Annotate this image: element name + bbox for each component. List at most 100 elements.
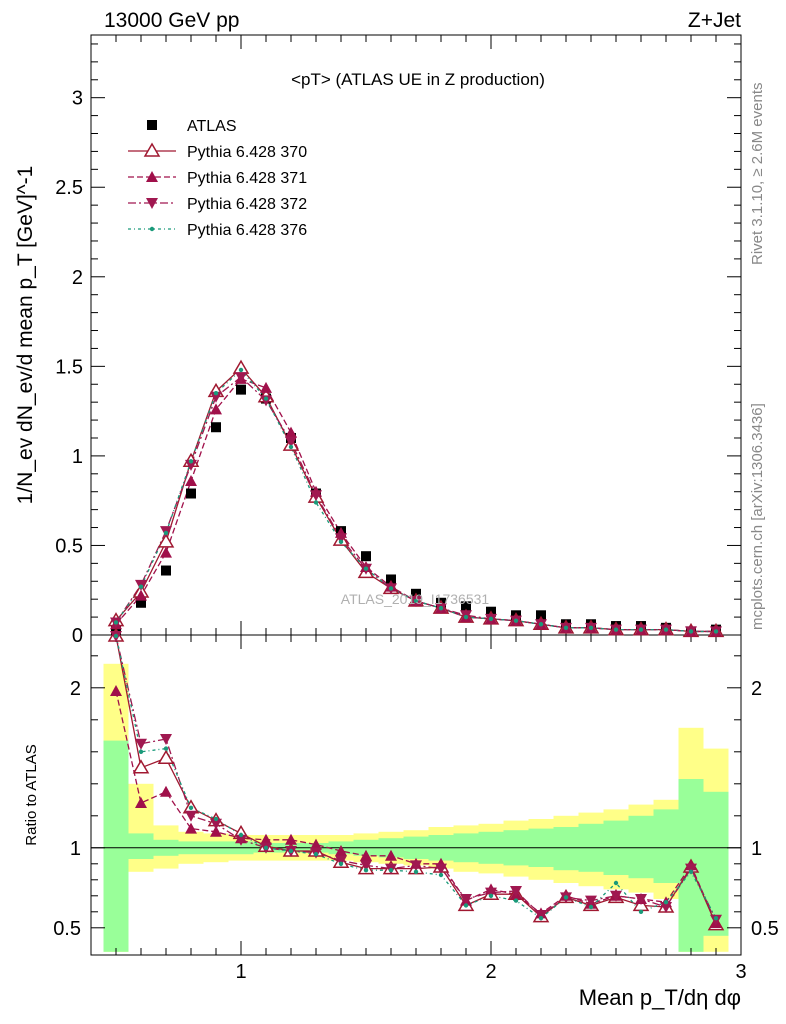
ratio-point <box>313 852 319 857</box>
ratio-point <box>238 832 244 838</box>
ratio-point <box>638 909 644 914</box>
main-point <box>388 586 394 591</box>
legend-marker <box>146 198 158 209</box>
ratio-point <box>688 869 694 874</box>
series-markers <box>107 359 725 931</box>
main-y-tick-label: 1 <box>72 446 83 468</box>
ratio-point <box>160 734 172 745</box>
main-point <box>335 533 347 545</box>
main-point <box>363 566 369 571</box>
ratio-point <box>713 916 719 921</box>
ratio-point <box>538 916 544 921</box>
ratio-point <box>485 887 497 899</box>
header-left: 13000 GeV pp <box>104 9 239 32</box>
side-rivet-label: Rivet 3.1.10, ≥ 2.6M events <box>749 83 766 266</box>
legend-marker <box>147 120 157 130</box>
main-point <box>211 422 221 433</box>
green-band-bin <box>103 740 129 952</box>
ratio-point <box>160 785 172 797</box>
x-tick-label: 1 <box>235 961 246 983</box>
legend-marker <box>146 171 158 182</box>
ratio-y-tick-label: 2 <box>70 678 81 700</box>
main-y-axis-label: 1/N_ev dN_ev/d mean p_T [GeV]^-1 <box>14 166 37 505</box>
main-point <box>136 597 146 608</box>
x-tick-label: 2 <box>485 961 496 983</box>
main-point <box>185 459 197 471</box>
main-point <box>238 367 244 373</box>
ratio-point <box>360 860 372 872</box>
main-point <box>538 622 544 627</box>
main-point <box>588 625 594 631</box>
main-point <box>310 490 322 502</box>
main-point <box>185 474 197 486</box>
ratio-point <box>110 685 122 696</box>
main-point <box>285 436 297 448</box>
main-point <box>260 381 272 393</box>
ratio-point <box>610 890 622 902</box>
green-band-bin <box>628 815 654 879</box>
ratio-y-tick-label-right: 1 <box>751 838 762 860</box>
ratio-point <box>513 898 519 903</box>
ratio-point <box>210 818 222 830</box>
ratio-point <box>135 738 147 750</box>
ratio-point <box>235 834 247 846</box>
ratio-point <box>185 810 197 822</box>
header-right: Z+Jet <box>688 9 741 32</box>
main-y-tick-label: 2.5 <box>55 177 83 199</box>
main-point <box>513 618 519 623</box>
main-point <box>138 584 144 589</box>
ratio-point <box>588 904 594 910</box>
ratio-point <box>535 910 547 921</box>
main-y-tick-label: 1.5 <box>55 356 83 378</box>
main-y-tick-label: 0 <box>72 625 83 647</box>
main-point <box>160 546 172 558</box>
main-point <box>488 616 494 622</box>
ratio-point <box>410 860 422 872</box>
ratio-point <box>563 895 569 900</box>
ratio-point <box>263 845 269 850</box>
ratio-point <box>335 855 347 867</box>
main-point <box>135 589 147 601</box>
main-point <box>386 574 396 585</box>
plot-title: <pT> (ATLAS UE in Z production) <box>291 70 545 89</box>
legend-marker <box>143 142 161 157</box>
main-point <box>285 426 297 438</box>
ratio-point <box>460 894 472 905</box>
ratio-point <box>388 868 394 873</box>
main-point <box>338 539 344 545</box>
main-point <box>536 610 546 621</box>
ratio-point <box>163 746 169 751</box>
main-point <box>188 459 194 464</box>
legend-label: Pythia 6.428 371 <box>187 170 307 187</box>
ratio-point <box>138 749 144 754</box>
ratio-y-tick-label-right: 2 <box>751 678 762 700</box>
ratio-point <box>338 861 344 866</box>
legend-marker <box>149 226 155 232</box>
main-point <box>413 598 419 604</box>
tick-labels: 00.511.522.531 2 30.5 0.51 12 2 <box>53 88 779 983</box>
ratio-y-tick-label: 0.5 <box>53 918 81 940</box>
ratio-point <box>335 845 347 856</box>
ratio-point <box>157 749 175 764</box>
ratio-point <box>385 849 397 861</box>
ratio-point <box>213 816 219 822</box>
main-point <box>210 391 222 403</box>
legend-label: Pythia 6.428 370 <box>187 144 307 161</box>
ratio-point <box>435 863 447 875</box>
ratio-point <box>660 902 672 913</box>
main-point <box>313 500 319 505</box>
ratio-point <box>210 825 222 837</box>
legend-label: Pythia 6.428 376 <box>187 222 307 239</box>
side-mcplots-label: mcplots.cern.ch [arXiv:1306.3436] <box>749 403 766 630</box>
main-point <box>613 627 619 632</box>
ratio-point <box>463 903 469 908</box>
ratio-point <box>260 833 272 845</box>
ratio-y-tick-label-right: 0.5 <box>751 918 779 940</box>
ratio-point <box>113 633 119 639</box>
ratio-point <box>585 895 597 907</box>
main-point <box>463 614 469 620</box>
ratio-point <box>635 894 647 905</box>
ratio-point <box>288 848 294 854</box>
legend-label: Pythia 6.428 372 <box>187 196 307 213</box>
